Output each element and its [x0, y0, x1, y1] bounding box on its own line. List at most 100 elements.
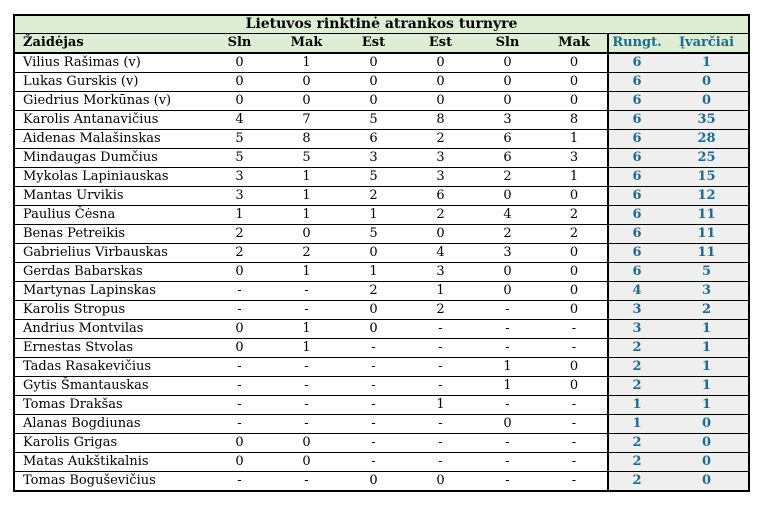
stat-cell: -	[407, 319, 474, 339]
stat-cell: -	[206, 471, 273, 492]
stat-cell: 0	[474, 91, 541, 111]
matches-cell: 1	[607, 414, 665, 434]
stat-cell: 0	[206, 319, 273, 339]
goals-cell: 0	[665, 72, 750, 92]
table-row: Tomas Boguševičius - -0 0- -2 0	[14, 471, 750, 492]
stat-cell: 0	[340, 243, 407, 263]
stat-cell: 4	[474, 205, 541, 225]
goals-cell: 0	[665, 471, 750, 492]
stat-cell: 3	[474, 110, 541, 130]
goals-cell: 2	[665, 300, 750, 320]
stat-cell: 4	[206, 110, 273, 130]
goals-cell: 11	[665, 243, 750, 263]
stat-cell: 1	[474, 376, 541, 396]
table-row: Aidenas Malašinskas 5 8 6 2 6 1 6 28	[14, 129, 750, 149]
stat-cell: 0	[474, 186, 541, 206]
player-name-cell: Martynas Lapinskas	[14, 281, 206, 301]
table-row: Karolis Antanavičius 4 7 5 8 3 8 6 35	[14, 110, 750, 130]
stat-cell: -	[273, 376, 340, 396]
stat-cell: -	[474, 319, 541, 339]
matches-cell: 6	[607, 53, 665, 73]
table-row: Mykolas Lapiniauskas 3 1 5 3 2 1 6 15	[14, 167, 750, 187]
stat-cell: 3	[206, 186, 273, 206]
player-stats-table: Lietuvos rinktinė atrankos turnyre Žaidė…	[13, 14, 751, 492]
player-name-cell: Tadas Rasakevičius	[14, 357, 206, 377]
player-name-cell: Mykolas Lapiniauskas	[14, 167, 206, 187]
stat-cell: -	[407, 338, 474, 358]
table-row: Mindaugas Dumčius 5 5 3 3 6 3 6 25	[14, 148, 750, 168]
stat-cell: 3	[407, 262, 474, 282]
matches-cell: 6	[607, 262, 665, 282]
table-row: Lukas Gurskis (v) 0 0 0 0 0 0 6 0	[14, 72, 750, 92]
stat-cell: 0	[206, 53, 273, 73]
goals-cell: 35	[665, 110, 750, 130]
goals-cell: 15	[665, 167, 750, 187]
stat-cell: 2	[474, 224, 541, 244]
stat-cell: 5	[273, 148, 340, 168]
player-name-cell: Aidenas Malašinskas	[14, 129, 206, 149]
table-row: Andrius Montvilas 0 1 0- - -3 1	[14, 319, 750, 339]
column-header-sln-home: Sln	[206, 33, 273, 54]
stat-cell: 0	[407, 224, 474, 244]
player-name-cell: Benas Petreikis	[14, 224, 206, 244]
player-name-cell: Andrius Montvilas	[14, 319, 206, 339]
player-name-cell: Mindaugas Dumčius	[14, 148, 206, 168]
stat-cell: 2	[340, 186, 407, 206]
stat-cell: -	[541, 395, 608, 415]
stat-cell: 0	[407, 91, 474, 111]
stat-cell: 0	[541, 300, 608, 320]
column-header-est-home: Est	[340, 33, 407, 54]
column-header-est-away: Est	[407, 33, 474, 54]
column-header-player: Žaidėjas	[14, 33, 206, 54]
table-row: Ernestas Stvolas 0 1- - - -2 1	[14, 338, 750, 358]
matches-cell: 6	[607, 224, 665, 244]
stat-cell: 0	[541, 243, 608, 263]
stat-cell: 0	[273, 452, 340, 472]
stat-cell: -	[206, 281, 273, 301]
stat-cell: 2	[407, 129, 474, 149]
stat-cell: 0	[407, 72, 474, 92]
goals-cell: 25	[665, 148, 750, 168]
column-header-goals: Įvarčiai	[665, 33, 750, 54]
goals-cell: 1	[665, 53, 750, 73]
matches-cell: 6	[607, 186, 665, 206]
stat-cell: 4	[407, 243, 474, 263]
stat-cell: 2	[474, 167, 541, 187]
matches-cell: 2	[607, 471, 665, 492]
goals-cell: 11	[665, 224, 750, 244]
stat-cell: 6	[340, 129, 407, 149]
stat-cell: 0	[206, 452, 273, 472]
matches-cell: 6	[607, 110, 665, 130]
stat-cell: 3	[474, 243, 541, 263]
stat-cell: -	[206, 376, 273, 396]
stat-cell: -	[340, 357, 407, 377]
stats-table-container: Lietuvos rinktinė atrankos turnyre Žaidė…	[13, 14, 751, 492]
stat-cell: 1	[541, 129, 608, 149]
matches-cell: 6	[607, 91, 665, 111]
goals-cell: 11	[665, 205, 750, 225]
stat-cell: 0	[541, 91, 608, 111]
stat-cell: 0	[273, 72, 340, 92]
stat-cell: 0	[474, 53, 541, 73]
player-name-cell: Lukas Gurskis (v)	[14, 72, 206, 92]
stat-cell: -	[206, 357, 273, 377]
stat-cell: -	[474, 471, 541, 492]
stat-cell: 3	[340, 148, 407, 168]
stat-cell: 2	[407, 205, 474, 225]
stat-cell: -	[273, 281, 340, 301]
table-title-row: Lietuvos rinktinė atrankos turnyre	[14, 15, 750, 34]
player-name-cell: Tomas Boguševičius	[14, 471, 206, 492]
stat-cell: 0	[273, 433, 340, 453]
stat-cell: 0	[541, 186, 608, 206]
matches-cell: 6	[607, 148, 665, 168]
player-name-cell: Ernestas Stvolas	[14, 338, 206, 358]
player-name-cell: Gabrielius Virbauskas	[14, 243, 206, 263]
matches-cell: 2	[607, 433, 665, 453]
table-row: Tomas Drakšas - - -1- -1 1	[14, 395, 750, 415]
stat-cell: -	[273, 471, 340, 492]
stat-cell: 1	[273, 319, 340, 339]
stat-cell: 1	[340, 262, 407, 282]
stat-cell: -	[474, 300, 541, 320]
table-row: Gabrielius Virbauskas 2 2 0 4 3 0 6 11	[14, 243, 750, 263]
stat-cell: 0	[340, 91, 407, 111]
